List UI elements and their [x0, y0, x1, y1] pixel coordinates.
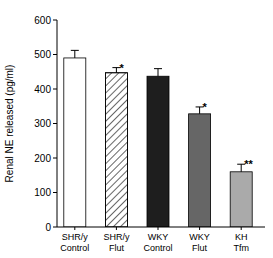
x-tick-label: KHTfm	[233, 232, 249, 253]
error-stem	[158, 69, 159, 77]
significance: *	[119, 62, 124, 74]
y-tick	[53, 227, 57, 228]
x-tick-label-line: SHR/y	[62, 232, 89, 242]
x-tick-label: SHR/yControl	[60, 232, 89, 253]
error-bar	[71, 50, 79, 58]
bar	[189, 114, 211, 227]
bar	[147, 76, 169, 227]
x-tick	[74, 227, 75, 230]
x-tick	[116, 227, 117, 230]
x-tick-label-line: KH	[235, 232, 248, 242]
chart: ****0100200300400500600SHR/yControlSHR/y…	[0, 0, 273, 258]
x-tick-label-line: Control	[60, 243, 89, 253]
error-cap	[154, 68, 162, 69]
x-tick	[158, 227, 159, 230]
error-cap	[71, 50, 79, 51]
error-stem	[241, 164, 242, 172]
bar	[105, 73, 127, 227]
y-tick	[53, 20, 57, 21]
x-tick-label: WKYControl	[143, 232, 172, 253]
bar-hatch	[105, 73, 127, 227]
y-axis-label: Renal NE released (pg/ml)	[4, 65, 15, 183]
error-stem	[74, 50, 75, 58]
error-stem	[199, 107, 200, 114]
error-stem	[116, 68, 117, 73]
error-bar	[154, 69, 162, 77]
y-tick-label: 0	[45, 222, 51, 233]
y-tick	[53, 54, 57, 55]
x-tick-label: SHR/yFlut	[103, 232, 130, 253]
y-tick	[53, 158, 57, 159]
significance: *	[203, 101, 208, 113]
y-tick	[53, 89, 57, 90]
x-tick-label-line: Flut	[109, 243, 125, 253]
x-tick-label-line: WKY	[189, 232, 210, 242]
bars	[64, 50, 252, 227]
y-tick-label: 200	[34, 153, 51, 164]
bar	[64, 58, 86, 227]
x-axis	[57, 227, 265, 228]
y-tick-label: 400	[34, 84, 51, 95]
bar	[230, 172, 252, 227]
x-tick	[199, 227, 200, 230]
y-tick-label: 500	[34, 49, 51, 60]
y-tick-label: 600	[34, 15, 51, 26]
x-tick-label-line: SHR/y	[103, 232, 130, 242]
x-tick-label-line: Tfm	[233, 243, 249, 253]
x-tick-label: WKYFlut	[189, 232, 210, 253]
x-tick-label-line: WKY	[148, 232, 169, 242]
significance: **	[244, 158, 253, 170]
y-tick-label: 100	[34, 187, 51, 198]
x-tick-label-line: Control	[143, 243, 172, 253]
x-tick	[241, 227, 242, 230]
y-tick	[53, 123, 57, 124]
x-tick-label-line: Flut	[192, 243, 208, 253]
y-tick-label: 300	[34, 118, 51, 129]
y-tick	[53, 192, 57, 193]
